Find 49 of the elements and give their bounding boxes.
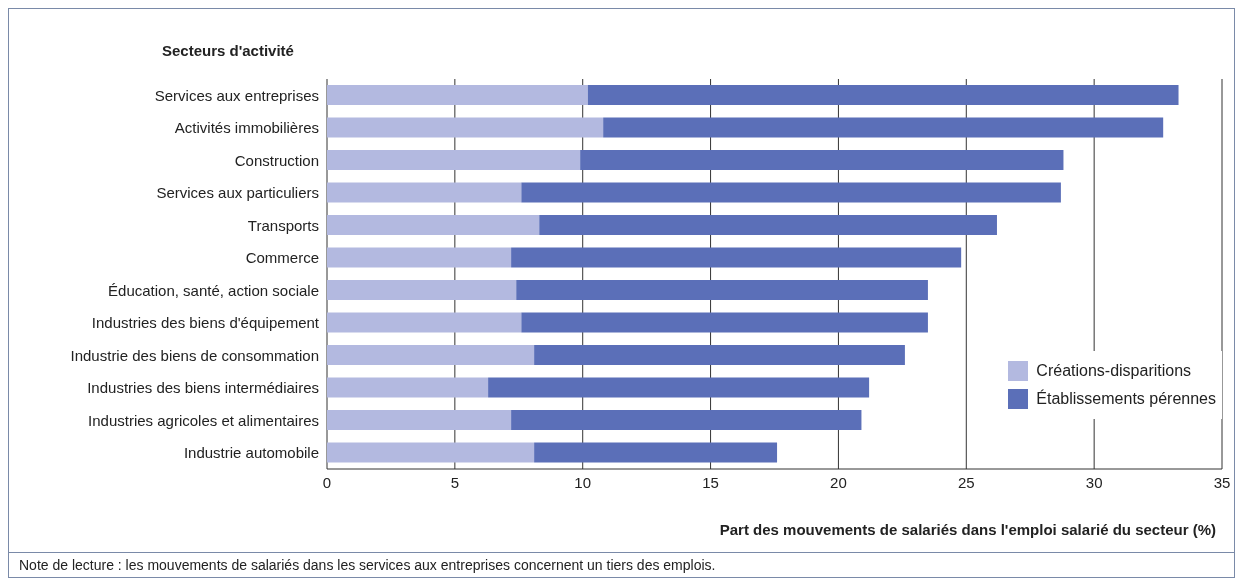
bar — [521, 182, 1061, 203]
y-tick-label: Industries des biens d'équipement — [91, 314, 320, 332]
bar — [327, 410, 512, 430]
bar — [534, 345, 905, 365]
bar — [587, 85, 1179, 105]
bar — [534, 442, 778, 463]
y-tick-label: Éducation, santé, action sociale — [108, 281, 319, 299]
bar — [327, 280, 517, 300]
bar — [327, 345, 535, 365]
y-tick-label: Transports — [247, 216, 319, 234]
bar — [327, 247, 512, 268]
y-tick-label: Services aux particuliers — [156, 184, 319, 202]
y-axis-title: Secteurs d'activité — [162, 42, 294, 59]
x-tick-label: 0 — [322, 473, 332, 491]
x-tick-label: 15 — [702, 473, 719, 491]
bar — [539, 215, 997, 235]
x-tick-label: 25 — [957, 473, 975, 491]
bar — [603, 117, 1164, 138]
x-tick-label: 5 — [450, 473, 460, 491]
x-axis-title: Part des mouvements de salariés dans l'emploi salarié du secteur (%) — [719, 521, 1216, 538]
bar — [521, 312, 928, 333]
bar — [511, 410, 862, 430]
y-tick-label: Commerce — [245, 249, 319, 267]
y-tick-label: Industries agricoles et alimentaires — [88, 411, 319, 429]
bar — [327, 442, 535, 463]
bar — [327, 312, 522, 333]
text: Note de lecture : les mouvements de salariés dans les services aux entreprises concernent un tiers des emplois. — [19, 557, 716, 573]
y-tick-label: Industrie des biens de consommation — [70, 346, 319, 364]
bar — [516, 280, 928, 300]
x-tick-label: 10 — [574, 473, 592, 491]
y-tick-label: Activités immobilières — [174, 119, 319, 137]
y-tick-label: Industries des biens intermédiaires — [87, 379, 319, 397]
x-tick-label: 30 — [1085, 473, 1103, 491]
bar — [511, 247, 962, 268]
y-tick-label: Construction — [234, 151, 319, 169]
bar — [327, 85, 588, 105]
legend-label: Créations-disparitions — [1036, 361, 1192, 381]
bar — [327, 150, 581, 170]
bar — [580, 150, 1064, 170]
y-tick-label: Industrie automobile — [183, 444, 319, 462]
bar — [327, 182, 522, 203]
x-tick-label: 20 — [830, 473, 847, 491]
legend-label: Établissements pérennes — [1036, 388, 1216, 409]
bar — [327, 215, 540, 235]
bar — [327, 117, 604, 138]
x-tick-label: 35 — [1213, 473, 1231, 491]
y-tick-label: Services aux entreprises — [154, 86, 319, 104]
bar — [327, 377, 489, 398]
bar — [488, 377, 870, 398]
